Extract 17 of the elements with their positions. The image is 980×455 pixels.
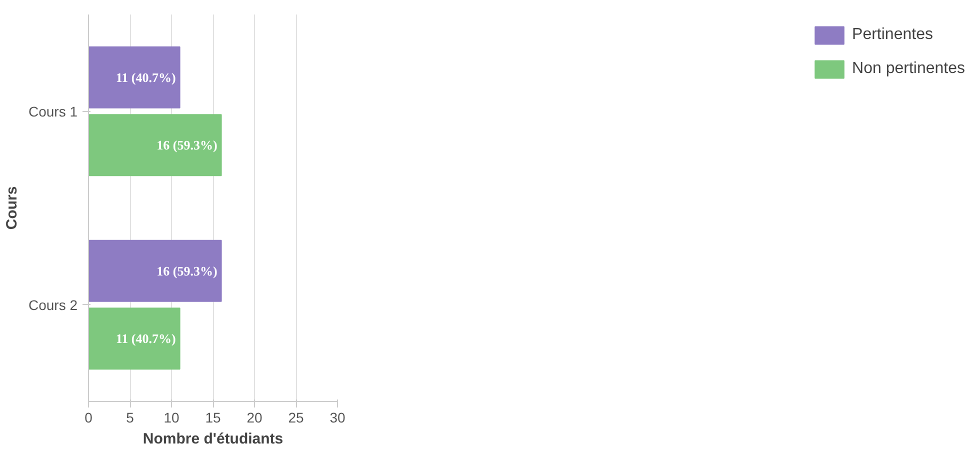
y-tick-label: Cours 2 xyxy=(28,296,78,313)
y-tick-label: Cours 1 xyxy=(28,103,78,120)
x-tick-label: 15 xyxy=(205,410,221,426)
x-tick-label: 25 xyxy=(288,410,304,426)
data-label: 11 (40.7%) xyxy=(116,70,176,85)
x-tick-label: 20 xyxy=(246,410,262,426)
x-tick-label: 10 xyxy=(164,410,180,426)
x-tick-label: 5 xyxy=(126,410,134,426)
data-label: 11 (40.7%) xyxy=(116,331,176,346)
x-tick-label: 30 xyxy=(330,410,346,426)
x-axis-title: Nombre d'étudiants xyxy=(142,430,284,448)
y-axis-title: Cours xyxy=(3,186,20,230)
legend-label: Non pertinentes xyxy=(852,60,965,78)
data-label: 16 (59.3%) xyxy=(156,263,218,278)
data-label: 16 (59.3%) xyxy=(156,138,218,153)
legend-label: Pertinentes xyxy=(852,26,933,44)
x-tick-label: 0 xyxy=(84,410,93,426)
